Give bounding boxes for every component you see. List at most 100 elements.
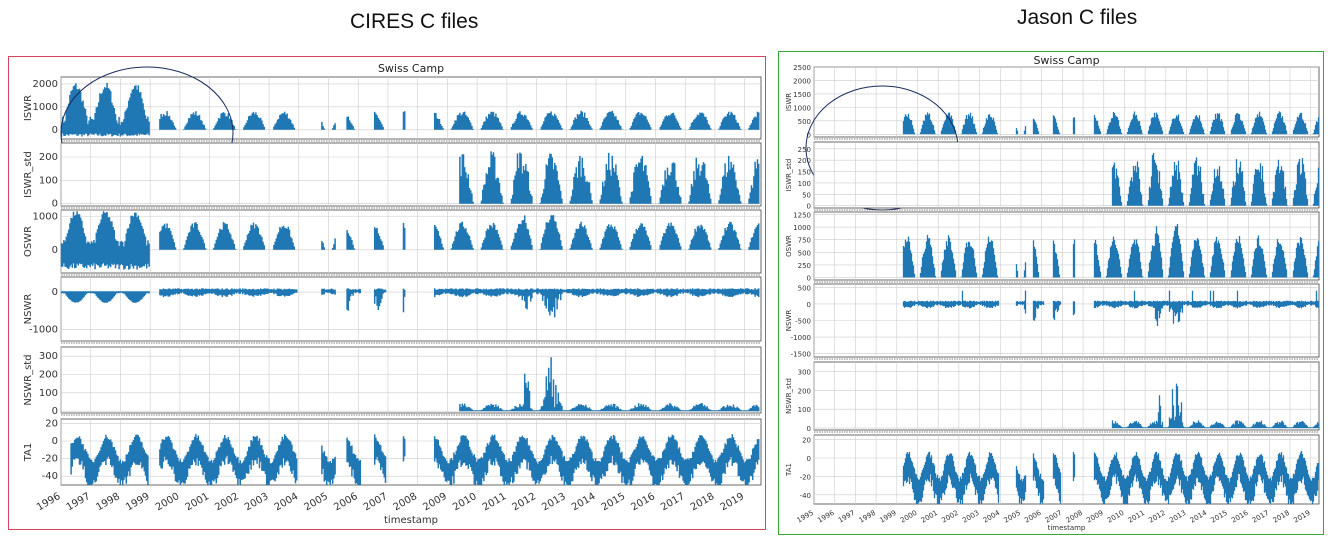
panel-iswr: 0 500 1000 1500 2000 2500 ISWR <box>785 64 1320 140</box>
y-tick-label: 1000 <box>793 104 811 112</box>
panel-frame <box>60 142 762 207</box>
y-axis-label: TA1 <box>785 463 793 477</box>
x-tick-label: 1998 <box>858 509 877 525</box>
y-tick-label: 0 <box>807 455 811 463</box>
y-tick-label: -500 <box>795 318 811 326</box>
series-line <box>902 450 1320 504</box>
x-tick-label: 2013 <box>540 491 568 513</box>
y-tick-label: 750 <box>798 237 811 245</box>
y-tick-label: -1500 <box>791 351 811 359</box>
y-tick-label: 0 <box>52 287 58 298</box>
panel-iswr-std: 0 50 100 150 200 250 ISWR_std <box>785 141 1320 211</box>
left-chart: Swiss Camp010002000ISWR0100200ISWR_std01… <box>23 62 762 526</box>
panel-frame <box>60 346 762 414</box>
y-tick-label: 1500 <box>793 91 811 99</box>
left-heading: CIRES C files <box>350 10 479 33</box>
panel-ta1: 20 0 -20 -40 TA1 <box>23 418 762 486</box>
y-tick-label: -20 <box>42 454 58 465</box>
x-tick-label: 2009 <box>421 491 449 513</box>
panel-oswr: 0 250 500 750 1000 1250 OSWR <box>785 212 1320 282</box>
y-tick-label: -40 <box>42 471 58 482</box>
y-tick-label: 150 <box>798 169 811 177</box>
panel-ta1: 20 0 -20 -40 TA1 <box>785 434 1320 505</box>
y-axis-label: TA1 <box>23 443 34 463</box>
right-chart-frame: Swiss Camp 0 500 1000 1500 2000 2500 ISWR 0 50 100… <box>778 51 1324 535</box>
y-tick-label: 250 <box>798 262 811 270</box>
y-tick-label: 100 <box>798 406 811 414</box>
panel-frame <box>813 361 1320 431</box>
y-tick-label: 500 <box>798 249 811 257</box>
y-axis-label: OSWR <box>785 235 793 257</box>
y-axis-label: OSWR <box>23 226 34 257</box>
series-line <box>902 111 1320 135</box>
y-axis-label: ISWR <box>23 95 34 121</box>
x-tick-label: 2000 <box>154 491 182 513</box>
series-line <box>60 288 760 318</box>
x-tick-label: 2006 <box>1023 509 1043 525</box>
x-tick-label: 2011 <box>1127 509 1146 525</box>
x-tick-label: 1997 <box>65 491 93 513</box>
y-tick-label: 0 <box>52 245 58 256</box>
y-tick-label: 2000 <box>793 77 811 85</box>
x-tick-label: 2019 <box>719 491 747 513</box>
series-line <box>459 151 760 204</box>
y-tick-label: 1000 <box>793 224 811 232</box>
x-tick-label: 2008 <box>392 491 420 513</box>
y-tick-label: -20 <box>800 473 811 481</box>
x-tick-label: 2016 <box>629 491 657 513</box>
y-tick-label: 500 <box>798 118 811 126</box>
x-tick-label: 2008 <box>1065 509 1084 525</box>
x-tick-label: 2014 <box>570 491 598 513</box>
y-tick-label: 0 <box>807 203 811 211</box>
x-tick-label: 2015 <box>1209 509 1228 525</box>
y-tick-label: 200 <box>39 370 58 381</box>
y-tick-label: 0 <box>52 406 58 417</box>
y-tick-label: 300 <box>798 368 811 376</box>
y-tick-label: 500 <box>798 284 811 292</box>
right-heading: Jason C files <box>1017 6 1138 29</box>
y-tick-label: 2000 <box>33 79 58 90</box>
y-tick-label: 20 <box>802 437 811 445</box>
y-tick-label: -40 <box>800 492 811 500</box>
x-tick-label: 2005 <box>1003 509 1022 525</box>
x-tick-label: 2007 <box>362 491 390 513</box>
x-tick-label: 2002 <box>213 491 241 513</box>
y-tick-label: 0 <box>52 199 58 210</box>
y-tick-label: 0 <box>807 274 811 282</box>
x-axis-label: timestamp <box>1048 524 1086 532</box>
y-tick-label: 200 <box>798 157 811 165</box>
y-tick-label: 2500 <box>793 64 811 72</box>
x-tick-label: 1999 <box>124 491 152 513</box>
x-tick-label: 2017 <box>1251 509 1270 525</box>
x-tick-label: 2009 <box>1085 509 1104 525</box>
x-tick-label: 1996 <box>35 491 63 513</box>
x-tick-label: 2003 <box>961 509 980 525</box>
panel-iswr: 0 1000 2000 ISWR <box>23 76 762 142</box>
x-tick-label: 2015 <box>600 491 628 513</box>
panel-iswr-std: 0 100 200 ISWR_std <box>23 142 762 210</box>
y-tick-label: 0 <box>807 131 811 139</box>
panel-nswr-std: 0 100 200 300 NSWR_std <box>785 361 1320 433</box>
x-tick-label: 2018 <box>1272 509 1291 525</box>
x-tick-label: 2019 <box>1292 509 1311 525</box>
y-tick-label: 250 <box>798 146 811 154</box>
x-tick-label: 2016 <box>1230 509 1250 525</box>
series-line <box>902 224 1320 278</box>
x-tick-label: 2002 <box>940 509 959 525</box>
x-tick-label: 2017 <box>659 491 687 513</box>
x-tick-label: 2010 <box>1106 509 1125 525</box>
y-tick-label: 0 <box>807 301 811 309</box>
y-tick-label: 1000 <box>33 212 58 223</box>
series-line <box>70 434 760 485</box>
y-tick-label: 0 <box>52 436 58 447</box>
x-axis-label: timestamp <box>384 515 438 526</box>
y-axis-label: NSWR <box>23 294 34 325</box>
left-chart-frame: Swiss Camp 0 1000 2000 ISWR 0 100 200 ISWR_std 0 1… <box>8 56 766 530</box>
y-axis-label: NSWR_std <box>23 354 34 405</box>
panel-frame <box>60 276 762 342</box>
y-tick-label: -1000 <box>791 334 811 342</box>
x-tick-label: 2005 <box>302 491 330 513</box>
x-tick-label: 2006 <box>332 491 360 513</box>
x-tick-label: 2018 <box>689 491 717 513</box>
panel-oswr: 0 1000 OSWR <box>23 209 762 276</box>
